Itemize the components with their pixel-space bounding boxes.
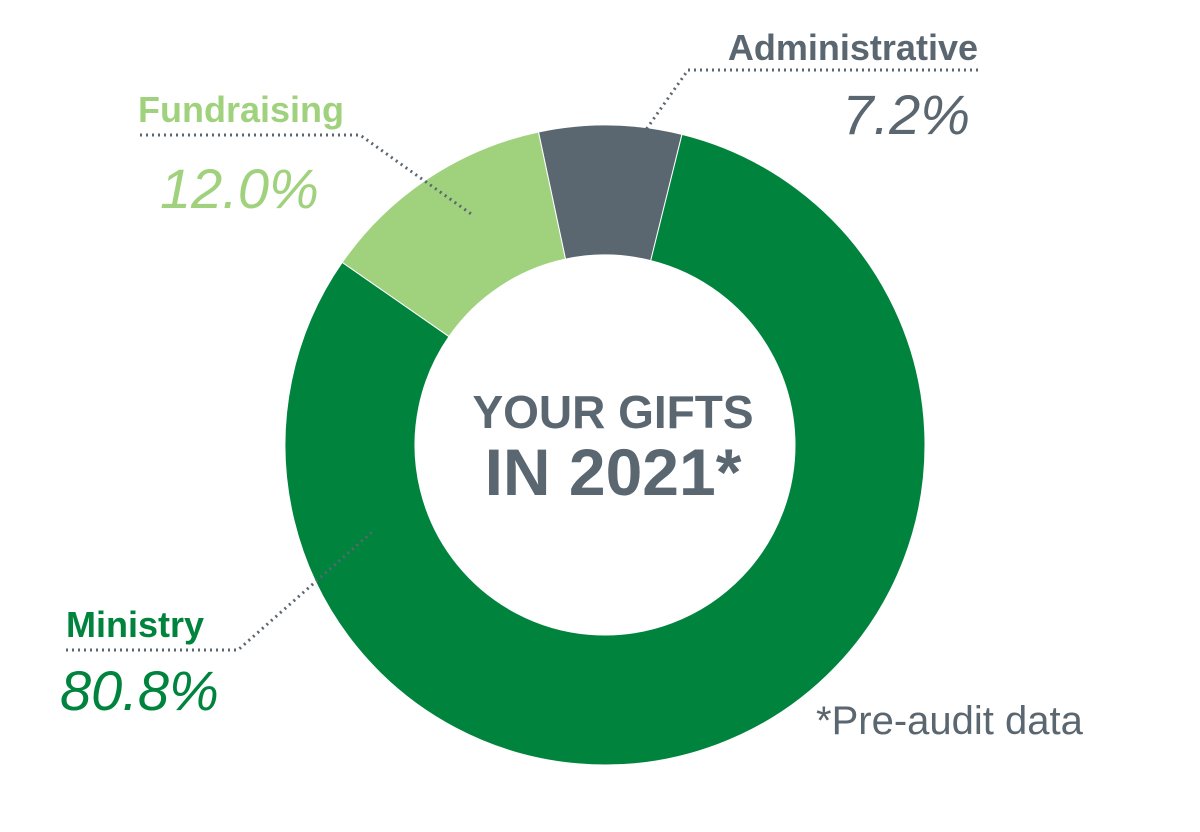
slice-value-administrative: 7.2% xyxy=(842,83,970,146)
center-title-line2: IN 2021* xyxy=(485,435,742,509)
slice-label-administrative: Administrative xyxy=(728,27,978,68)
donut-slices xyxy=(284,124,926,766)
slice-value-fundraising: 12.0% xyxy=(160,157,319,220)
slice-ministry xyxy=(284,133,926,766)
center-title-line1: YOUR GIFTS xyxy=(472,386,753,438)
slice-value-ministry: 80.8% xyxy=(60,659,219,722)
leader-fundraising xyxy=(140,133,475,218)
footnote: *Pre-audit data xyxy=(816,699,1084,743)
leader-lines xyxy=(66,68,978,652)
leader-administrative xyxy=(610,68,978,179)
slice-label-ministry: Ministry xyxy=(66,604,204,645)
slice-label-fundraising: Fundraising xyxy=(138,89,344,130)
slice-fundraising xyxy=(341,131,567,338)
